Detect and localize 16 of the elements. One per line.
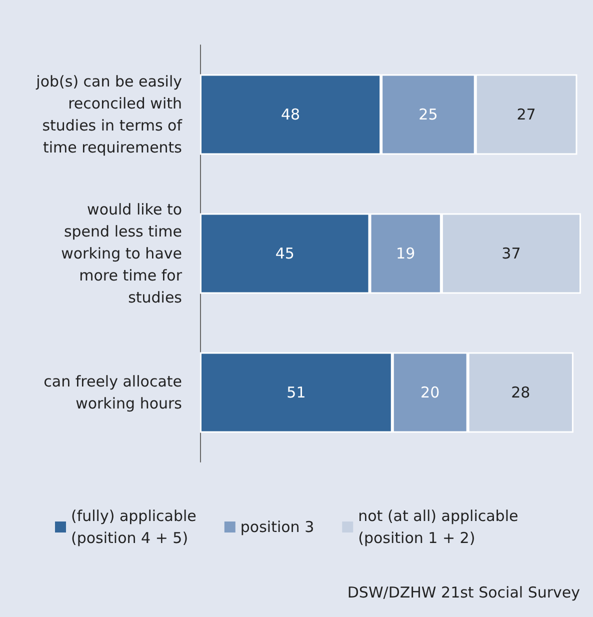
data-label: 48 [280, 106, 300, 124]
y-tick-label: can freely allocate working hours [44, 372, 182, 412]
legend-label: position 3 [240, 518, 314, 536]
data-label: 19 [396, 244, 416, 262]
y-tick-label: would like to spend less time working to have more time for studies [61, 200, 183, 306]
data-label: 25 [418, 106, 438, 124]
data-label: 20 [420, 384, 440, 402]
data-label: 45 [275, 244, 294, 262]
data-label: 51 [286, 384, 306, 402]
legend-label: not (at all) applicable (position 1 + 2) [358, 507, 518, 547]
data-label: 28 [511, 384, 530, 402]
legend-label: (fully) applicable (position 4 + 5) [71, 507, 196, 547]
data-label: 27 [516, 106, 536, 124]
data-label: 37 [502, 244, 521, 262]
text: DSW/DZHW 21st Social Survey [347, 584, 580, 602]
y-tick-label: job(s) can be easily reconciled with studies in terms of time requirements [35, 72, 183, 156]
